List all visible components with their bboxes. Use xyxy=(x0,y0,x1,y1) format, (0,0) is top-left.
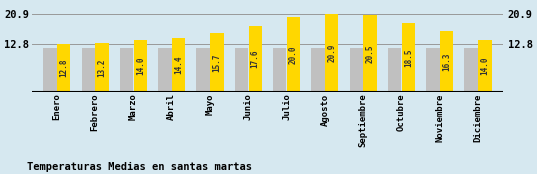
Text: Temperaturas Medias en santas martas: Temperaturas Medias en santas martas xyxy=(27,162,252,172)
Text: 12.8: 12.8 xyxy=(59,59,68,77)
Text: 20.5: 20.5 xyxy=(366,45,375,63)
Bar xyxy=(172,38,185,92)
Bar xyxy=(388,48,401,92)
Bar xyxy=(364,15,377,92)
Bar xyxy=(402,23,415,92)
Bar xyxy=(96,43,108,92)
Text: 16.3: 16.3 xyxy=(442,52,451,71)
Bar xyxy=(57,44,70,92)
Bar xyxy=(197,48,210,92)
Text: 13.2: 13.2 xyxy=(98,58,106,77)
Bar xyxy=(350,48,363,92)
Bar xyxy=(440,31,453,92)
Text: 20.0: 20.0 xyxy=(289,45,298,64)
Bar xyxy=(426,48,440,92)
Bar xyxy=(82,48,95,92)
Text: 14.0: 14.0 xyxy=(481,57,489,75)
Bar xyxy=(210,33,223,92)
Text: 20.9: 20.9 xyxy=(327,44,336,62)
Bar xyxy=(120,48,133,92)
Bar xyxy=(287,17,300,92)
Bar xyxy=(478,40,492,92)
Bar xyxy=(465,48,478,92)
Bar xyxy=(235,48,248,92)
Bar xyxy=(43,48,56,92)
Bar xyxy=(158,48,171,92)
Bar xyxy=(273,48,286,92)
Text: 14.4: 14.4 xyxy=(174,56,183,74)
Bar xyxy=(134,40,147,92)
Text: 14.0: 14.0 xyxy=(136,57,145,75)
Text: 17.6: 17.6 xyxy=(251,50,260,68)
Text: 18.5: 18.5 xyxy=(404,48,413,67)
Bar xyxy=(311,48,325,92)
Bar xyxy=(249,26,262,92)
Bar xyxy=(325,14,338,92)
Text: 15.7: 15.7 xyxy=(213,53,221,72)
